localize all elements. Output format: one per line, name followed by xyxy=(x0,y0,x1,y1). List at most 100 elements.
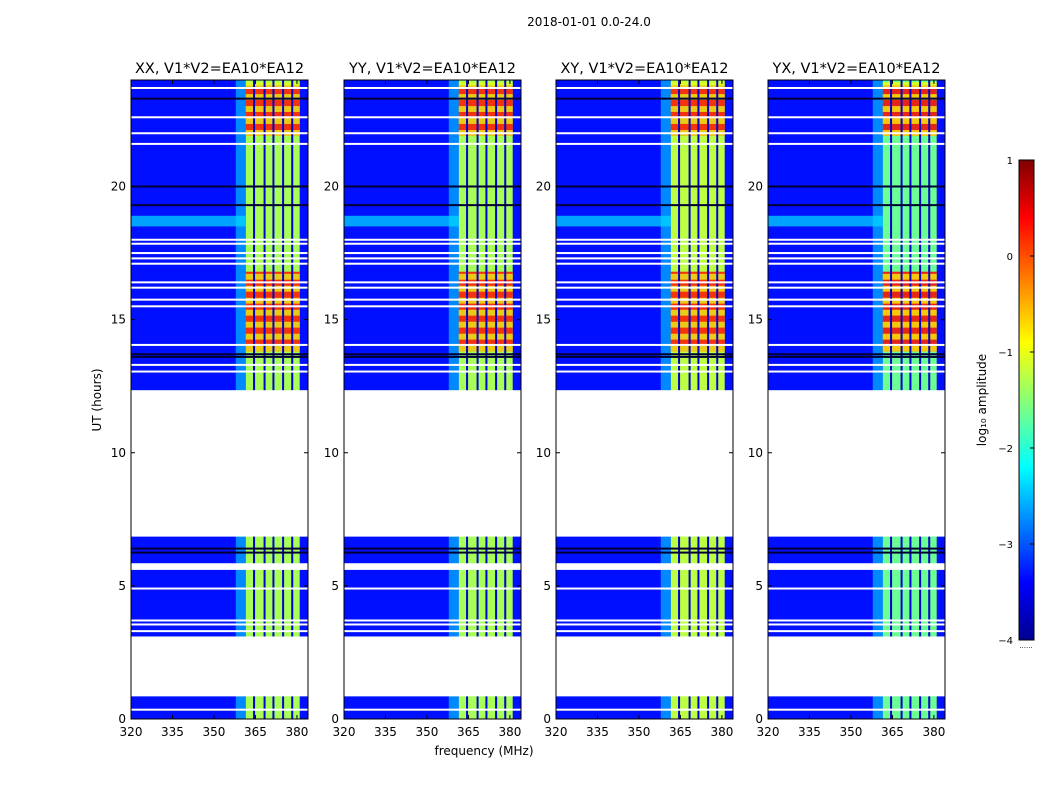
dark-line xyxy=(344,551,521,554)
panel-image xyxy=(344,80,521,719)
x-tick-label: 365 xyxy=(244,725,267,739)
colorbar-tick-label: −3 xyxy=(998,540,1013,551)
panel-3: YX, V1*V2=EA10*EA12 320 335 350 365 380 0 5 10 15… xyxy=(748,61,946,739)
flag-line xyxy=(768,281,945,284)
dark-line xyxy=(556,97,733,100)
dark-line xyxy=(768,204,945,207)
x-tick-label: 365 xyxy=(669,725,692,739)
flag-line xyxy=(768,708,945,711)
dark-line xyxy=(556,185,733,188)
dark-line xyxy=(344,353,521,356)
colorbar-ticks: 1 0 −1 −2 −3 −4 xyxy=(998,156,1034,647)
rfi-streak xyxy=(344,215,459,227)
panel-frame xyxy=(130,79,309,720)
y-tick-label: 5 xyxy=(543,579,551,593)
flag-line xyxy=(344,86,521,89)
panel-2: XY, V1*V2=EA10*EA12 320 335 350 365 380 0 5 10 15… xyxy=(536,61,734,739)
flag-line xyxy=(344,363,521,366)
flag-line xyxy=(768,238,945,241)
flag-line xyxy=(768,242,945,245)
flag-line xyxy=(768,305,945,308)
dark-line xyxy=(768,97,945,100)
flag-line xyxy=(556,630,733,633)
flagged-range xyxy=(344,390,521,537)
flag-line xyxy=(768,623,945,626)
y-tick-label: 20 xyxy=(748,180,763,194)
y-tick-label: 20 xyxy=(324,180,339,194)
flag-line xyxy=(768,370,945,373)
flag-line xyxy=(344,623,521,626)
flag-line xyxy=(344,252,521,255)
flagged-range xyxy=(768,563,945,570)
flag-line xyxy=(556,305,733,308)
dark-line xyxy=(768,547,945,550)
x-axis-label: frequency (MHz) xyxy=(434,744,533,758)
y-tick-label: 15 xyxy=(748,313,763,327)
panel-image xyxy=(768,80,945,719)
x-tick-label: 380 xyxy=(498,725,521,739)
dark-line xyxy=(344,185,521,188)
flag-line xyxy=(768,286,945,289)
flag-line xyxy=(344,630,521,633)
flag-line xyxy=(344,587,521,590)
y-tick-label: 20 xyxy=(536,180,551,194)
x-tick-label: 350 xyxy=(416,725,439,739)
panel-0: XX, V1*V2=EA10*EA12 320 335 350 365 380 0 5 10 15… xyxy=(111,61,309,739)
y-tick-label: 5 xyxy=(331,579,339,593)
flag-line xyxy=(556,623,733,626)
flag-line xyxy=(344,298,521,301)
x-tick-label: 320 xyxy=(545,725,568,739)
dark-line xyxy=(768,355,945,358)
dark-line xyxy=(131,204,308,207)
flag-line xyxy=(131,132,308,135)
flag-line xyxy=(556,132,733,135)
x-tick-label: 350 xyxy=(628,725,651,739)
dark-line xyxy=(768,353,945,356)
flag-line xyxy=(768,132,945,135)
y-tick-label: 0 xyxy=(118,712,126,726)
dark-line xyxy=(768,551,945,554)
flag-line xyxy=(131,262,308,265)
flag-line xyxy=(556,363,733,366)
flag-line xyxy=(556,86,733,89)
flag-line xyxy=(131,242,308,245)
y-tick-label: 10 xyxy=(748,446,763,460)
x-tick-label: 350 xyxy=(840,725,863,739)
dark-line xyxy=(556,353,733,356)
y-tick-label: 10 xyxy=(536,446,551,460)
flag-line xyxy=(131,281,308,284)
dark-line xyxy=(131,185,308,188)
flag-line xyxy=(556,619,733,622)
dark-line xyxy=(131,547,308,550)
flag-line xyxy=(556,587,733,590)
flag-line xyxy=(556,286,733,289)
dark-line xyxy=(131,355,308,358)
flag-line xyxy=(344,343,521,346)
heatmap-panels: XX, V1*V2=EA10*EA12 320 335 350 365 380 0 5 10 15… xyxy=(111,61,946,739)
flag-line xyxy=(344,281,521,284)
flag-line xyxy=(131,305,308,308)
x-tick-label: 365 xyxy=(457,725,480,739)
dark-line xyxy=(556,551,733,554)
panel-image xyxy=(556,80,733,719)
flag-line xyxy=(556,116,733,119)
y-tick-label: 10 xyxy=(111,446,126,460)
rfi-streak xyxy=(131,215,246,227)
panel-1: YY, V1*V2=EA10*EA12 320 335 350 365 380 0 5 10 15… xyxy=(324,61,522,739)
y-tick-label: 0 xyxy=(543,712,551,726)
x-tick-label: 335 xyxy=(586,725,609,739)
flag-line xyxy=(768,587,945,590)
flag-line xyxy=(556,343,733,346)
x-tick-label: 320 xyxy=(757,725,780,739)
x-tick-label: 380 xyxy=(922,725,945,739)
flag-line xyxy=(131,116,308,119)
flag-line xyxy=(768,343,945,346)
flag-line xyxy=(131,286,308,289)
dark-line xyxy=(556,355,733,358)
flag-line xyxy=(556,708,733,711)
y-tick-label: 15 xyxy=(324,313,339,327)
flag-line xyxy=(768,363,945,366)
x-tick-label: 320 xyxy=(120,725,143,739)
dark-line xyxy=(768,185,945,188)
flagged-range xyxy=(344,636,521,697)
